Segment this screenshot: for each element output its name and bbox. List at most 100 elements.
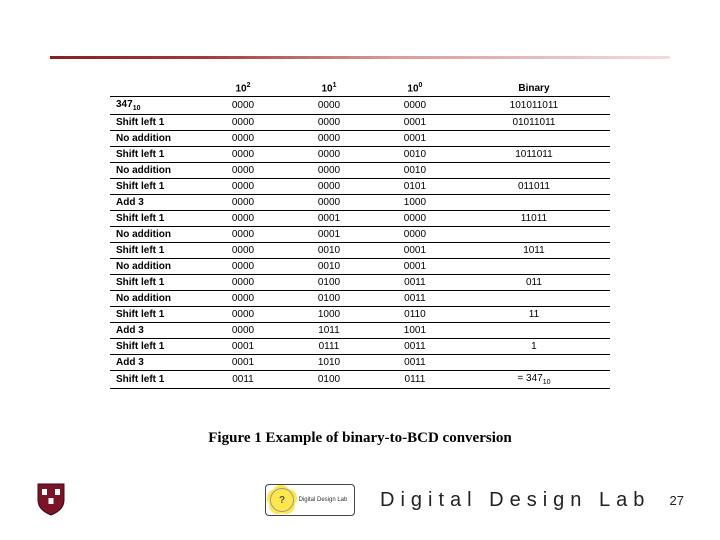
- cell: 0100: [286, 371, 372, 389]
- cell: 0000: [200, 323, 286, 339]
- row-label: Shift left 1: [110, 371, 200, 389]
- cell: 11: [458, 307, 610, 323]
- cell: 0000: [286, 147, 372, 163]
- cell: 0010: [286, 259, 372, 275]
- cell: 1: [458, 339, 610, 355]
- table-row: 34710000000000000101011011: [110, 97, 610, 115]
- cell: 0011: [372, 275, 458, 291]
- table-row: No addition000000100001: [110, 259, 610, 275]
- cell: 0000: [200, 179, 286, 195]
- cell: 0000: [286, 163, 372, 179]
- table-row: Add 3000110100011: [110, 355, 610, 371]
- row-label: Shift left 1: [110, 211, 200, 227]
- cell: 0010: [372, 147, 458, 163]
- table-row: No addition000001000011: [110, 291, 610, 307]
- cell: 0000: [200, 115, 286, 131]
- cell: 0000: [200, 291, 286, 307]
- cell: 0001: [286, 227, 372, 243]
- cell: 0000: [200, 147, 286, 163]
- table-row: Shift left 10000001000011011: [110, 243, 610, 259]
- row-label: No addition: [110, 163, 200, 179]
- cell: 0001: [200, 355, 286, 371]
- cell: = 34710: [458, 371, 610, 389]
- cell: 0000: [200, 195, 286, 211]
- row-label: Add 3: [110, 355, 200, 371]
- table-row: Shift left 1000001000011011: [110, 275, 610, 291]
- cell: 0010: [372, 163, 458, 179]
- cell: 0000: [286, 131, 372, 147]
- cell: 0100: [286, 291, 372, 307]
- cell: 0011: [372, 339, 458, 355]
- cell: 0111: [372, 371, 458, 389]
- row-label: Shift left 1: [110, 115, 200, 131]
- cell: 0100: [286, 275, 372, 291]
- harvard-shield-icon: [36, 482, 66, 516]
- cell: 0000: [286, 195, 372, 211]
- cell: [458, 131, 610, 147]
- cell: 1001: [372, 323, 458, 339]
- cell: 0000: [200, 163, 286, 179]
- cell: [458, 323, 610, 339]
- cell: 0001: [200, 339, 286, 355]
- row-label: Add 3: [110, 323, 200, 339]
- cell: 0000: [200, 243, 286, 259]
- column-header: 101: [286, 80, 372, 97]
- cell: 011011: [458, 179, 610, 195]
- cell: 0101: [372, 179, 458, 195]
- table-row: Shift left 10001011100111: [110, 339, 610, 355]
- table-row: Shift left 1001101000111= 34710: [110, 371, 610, 389]
- cell: [458, 227, 610, 243]
- bcd-conversion-table: 102101100Binary 347100000000000001010110…: [110, 80, 610, 389]
- cell: 101011011: [458, 97, 610, 115]
- cell: 1011: [286, 323, 372, 339]
- cell: [458, 163, 610, 179]
- cell: 0011: [372, 291, 458, 307]
- lab-logo-icon: ? Digital Design Lab: [265, 484, 355, 516]
- footer-bar: ? Digital Design Lab Digital Design Lab …: [0, 482, 720, 522]
- cell: 1010: [286, 355, 372, 371]
- header-divider: [50, 56, 670, 59]
- cell: 1011: [458, 243, 610, 259]
- column-header: [110, 80, 200, 97]
- column-header: Binary: [458, 80, 610, 97]
- cell: 0011: [200, 371, 286, 389]
- cell: 0000: [286, 115, 372, 131]
- column-header: 100: [372, 80, 458, 97]
- cell: 0110: [372, 307, 458, 323]
- cell: 0000: [286, 179, 372, 195]
- row-label: Shift left 1: [110, 307, 200, 323]
- cell: 0001: [372, 131, 458, 147]
- cell: 011: [458, 275, 610, 291]
- cell: 01011011: [458, 115, 610, 131]
- row-label: Add 3: [110, 195, 200, 211]
- cell: 0000: [200, 307, 286, 323]
- cell: 0000: [286, 97, 372, 115]
- cell: 0000: [200, 211, 286, 227]
- cell: 0111: [286, 339, 372, 355]
- table-row: Shift left 100000001000011011: [110, 211, 610, 227]
- table-row: No addition000000000001: [110, 131, 610, 147]
- cell: [458, 195, 610, 211]
- cell: 0000: [372, 227, 458, 243]
- cell: 0001: [286, 211, 372, 227]
- cell: 1011011: [458, 147, 610, 163]
- cell: 0011: [372, 355, 458, 371]
- page-number: 27: [670, 493, 684, 508]
- table-row: Add 3000010111001: [110, 323, 610, 339]
- row-label: No addition: [110, 227, 200, 243]
- cell: 0000: [372, 97, 458, 115]
- table-row: Shift left 1000000000101011011: [110, 179, 610, 195]
- row-label: Shift left 1: [110, 243, 200, 259]
- row-label: No addition: [110, 291, 200, 307]
- table-row: Shift left 10000000000101011011: [110, 147, 610, 163]
- row-label: No addition: [110, 259, 200, 275]
- column-header: 102: [200, 80, 286, 97]
- cell: 0000: [200, 131, 286, 147]
- cell: 0001: [372, 259, 458, 275]
- row-label: Shift left 1: [110, 179, 200, 195]
- cell: 0000: [200, 275, 286, 291]
- cell: 1000: [372, 195, 458, 211]
- lab-title: Digital Design Lab: [380, 489, 650, 512]
- cell: 0001: [372, 115, 458, 131]
- cell: 0000: [200, 227, 286, 243]
